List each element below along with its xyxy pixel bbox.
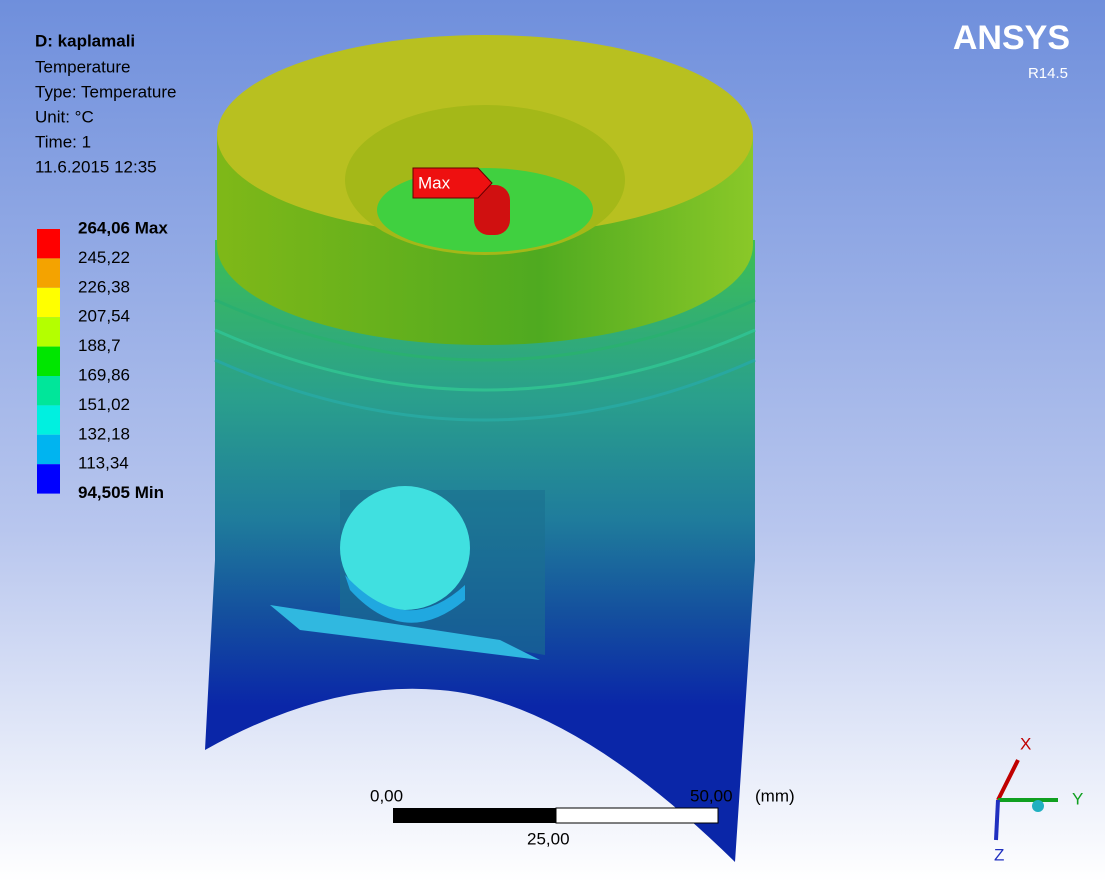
scale-middle: 25,00: [527, 829, 570, 848]
scale-bar-light: [556, 808, 718, 823]
legend-label: 207,54: [78, 307, 130, 326]
scale-unit: (mm): [755, 786, 795, 805]
brand-version: R14.5: [1028, 65, 1068, 82]
legend-label: 245,22: [78, 248, 130, 267]
legend-label: 151,02: [78, 395, 130, 414]
info-line: Temperature: [35, 57, 130, 76]
legend-label: 113,34: [78, 454, 129, 473]
legend-swatch: [37, 376, 60, 405]
legend-label: 94,505 Min: [78, 483, 164, 502]
legend-label: 169,86: [78, 365, 130, 384]
triad-x-label: X: [1020, 734, 1031, 753]
legend-swatch: [37, 464, 60, 493]
legend-swatch: [37, 405, 60, 434]
legend-label: 226,38: [78, 277, 130, 296]
info-line: 11.6.2015 12:35: [35, 157, 157, 176]
legend-swatch: [37, 288, 60, 317]
triad-y-label: Y: [1072, 789, 1083, 808]
viewport: Max D: kaplamali Temperature Type: Temper…: [0, 0, 1105, 882]
legend-swatch: [37, 229, 60, 258]
info-line: Time: 1: [35, 132, 91, 151]
legend-label: 188,7: [78, 336, 121, 355]
info-line: Unit: °C: [35, 107, 94, 126]
triad-origin: [1032, 800, 1044, 812]
brand: ANSYS: [953, 19, 1070, 57]
probe-label: Max: [418, 173, 451, 192]
triad-z: [996, 800, 998, 840]
scale-start: 0,00: [370, 786, 403, 805]
scale-bar-dark: [393, 808, 556, 823]
legend-swatch: [37, 258, 60, 287]
legend-label: 264,06 Max: [78, 218, 168, 237]
probe: Max: [413, 168, 492, 198]
info-line: Type: Temperature: [35, 82, 176, 101]
legend-label: 132,18: [78, 424, 130, 443]
scale-end: 50,00: [690, 786, 733, 805]
title: D: kaplamali: [35, 31, 135, 50]
legend-swatch: [37, 317, 60, 346]
triad-z-label: Z: [994, 845, 1004, 864]
legend-swatch: [37, 435, 60, 464]
legend-swatch: [37, 347, 60, 376]
